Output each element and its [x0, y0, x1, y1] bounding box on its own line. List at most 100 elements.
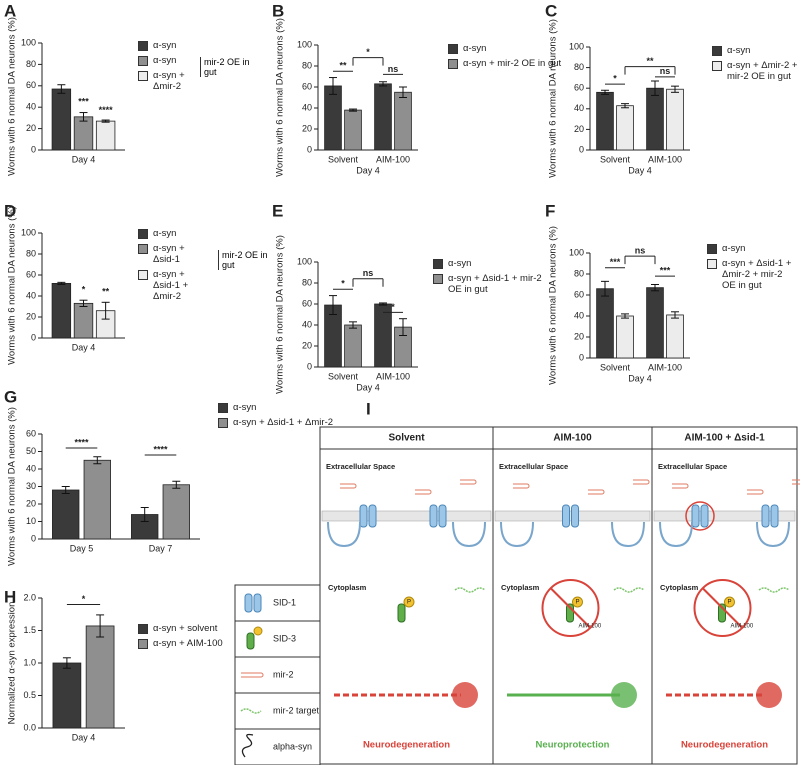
legend-swatch — [138, 639, 148, 649]
legend-item: α-syn + Δmir-2 — [138, 70, 200, 92]
legend-item: α-syn — [218, 402, 338, 413]
y-tick-label: 0 — [31, 533, 36, 543]
y-tick-label: 40 — [574, 310, 584, 320]
bar — [344, 324, 362, 368]
y-tick-label: 100 — [569, 247, 584, 257]
neuron-soma — [452, 682, 478, 708]
panel-label: F — [545, 201, 555, 220]
legend: α-syn α-syn + Δsid-1 + mir-2 OE in gut — [433, 258, 553, 295]
x-tick-label: Solvent — [600, 362, 631, 372]
legend-item: α-syn — [138, 55, 200, 66]
legend: α-syn + solvent α-syn + AIM-100 — [138, 623, 258, 649]
phospho-label: P — [575, 600, 579, 606]
significance-label: **** — [153, 444, 168, 454]
error-bar — [601, 280, 609, 297]
bar — [51, 282, 72, 339]
extracellular-label: Extracellular Space — [658, 462, 727, 471]
y-tick-label: 20 — [26, 498, 36, 508]
y-tick-label: 0 — [31, 144, 36, 154]
legend-icon — [246, 632, 255, 650]
inhibition-slash — [549, 587, 592, 629]
column-title: AIM-100 + Δsid-1 — [684, 433, 765, 444]
x-axis-label: Day 4 — [356, 165, 380, 175]
significance-label: * — [613, 73, 617, 83]
sid1-channel — [562, 504, 570, 528]
legend-swatch — [448, 59, 458, 69]
significance-label: ** — [646, 56, 654, 66]
error-bar — [379, 81, 387, 87]
drug-label: AIM-100 — [731, 624, 754, 630]
error-bar — [329, 295, 337, 315]
error-bar — [651, 80, 659, 96]
diagram-legend-label: SID-1 — [273, 597, 296, 607]
legend-item: α-syn — [433, 258, 553, 269]
y-tick-label: 30 — [26, 481, 36, 491]
error-bar — [101, 301, 110, 320]
y-tick-label: 40 — [26, 290, 36, 300]
legend-swatch — [138, 56, 148, 66]
error-bar — [57, 281, 66, 285]
error-bar — [349, 321, 357, 329]
vesicle — [611, 521, 645, 548]
legend-label: α-syn — [463, 43, 487, 54]
bar — [52, 662, 82, 729]
significance-label: ns — [660, 66, 671, 76]
y-tick-label: 40 — [26, 463, 36, 473]
legend-swatch — [138, 270, 148, 280]
panel-label: C — [545, 1, 557, 20]
bar — [394, 91, 412, 151]
sid1-channel — [691, 504, 700, 528]
vesicle — [452, 521, 486, 548]
legend: α-syn α-syn + Δsid-1 + Δmir-2 + mir-2 OE … — [707, 243, 795, 291]
bar — [374, 83, 392, 151]
legend-swatch — [433, 259, 443, 269]
mir2-icon — [588, 489, 605, 495]
y-tick-label: 20 — [26, 311, 36, 321]
y-tick-label: 0 — [31, 332, 36, 342]
error-bar — [140, 507, 149, 522]
bar — [666, 314, 684, 359]
y-tick-label: 60 — [26, 269, 36, 279]
significance-label: ns — [363, 268, 374, 278]
panel-label: E — [272, 201, 283, 220]
legend-swatch — [138, 41, 148, 51]
target-icon — [613, 587, 645, 593]
legend: α-syn α-syn + mir-2 OE in gut — [448, 43, 568, 69]
legend-label: α-syn — [233, 402, 257, 413]
y-tick-label: 60 — [26, 80, 36, 90]
legend-item: α-syn — [707, 243, 795, 254]
neuron-soma — [611, 682, 637, 708]
vesicle — [327, 521, 361, 548]
phospho-label: P — [727, 600, 731, 606]
y-tick-label: 60 — [302, 81, 312, 91]
legend-icon — [241, 733, 254, 758]
block-sign — [685, 501, 715, 531]
sid1-channel — [700, 504, 709, 528]
target-icon — [758, 587, 790, 593]
legend-item: α-syn — [448, 43, 568, 54]
significance-label: ns — [388, 64, 399, 74]
y-axis-label: Worms with 6 normal DA neurons (%) — [548, 19, 559, 178]
error-bar — [651, 284, 659, 292]
y-tick-label: 80 — [26, 59, 36, 69]
legend-note: mir-2 OE in gut — [200, 57, 254, 77]
legend-cell — [234, 728, 321, 765]
error-bar — [79, 299, 88, 307]
y-tick-label: 10 — [26, 516, 36, 526]
legend-label: α-syn + AIM-100 — [153, 638, 223, 649]
outcome-label: Neurodegeneration — [681, 740, 768, 751]
y-tick-label: 0.0 — [23, 722, 36, 732]
error-bar — [61, 486, 70, 494]
sid1-channel — [571, 504, 579, 528]
y-tick-label: 1.5 — [23, 625, 36, 635]
bar — [51, 88, 72, 151]
y-tick-label: 80 — [26, 248, 36, 258]
bar — [95, 120, 116, 151]
drug-label: AIM-100 — [579, 624, 602, 630]
legend-icon — [244, 593, 253, 613]
bar — [73, 116, 94, 151]
bar — [646, 287, 664, 359]
y-tick-label: 40 — [26, 102, 36, 112]
x-tick-label: Solvent — [328, 371, 359, 381]
bar — [616, 105, 634, 151]
